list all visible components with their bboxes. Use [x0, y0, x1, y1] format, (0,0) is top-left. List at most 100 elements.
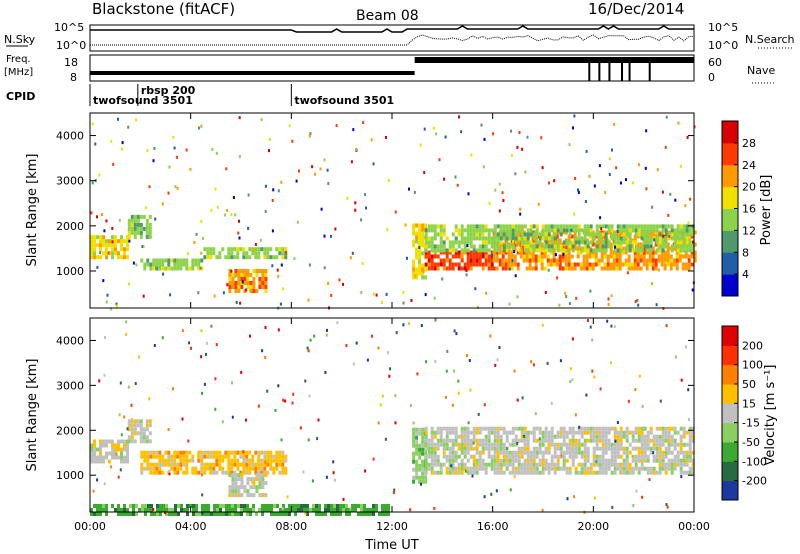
cell [120, 239, 123, 244]
cell [233, 255, 237, 260]
cell [643, 224, 647, 229]
cell [469, 438, 473, 443]
cell [442, 442, 446, 447]
cell [658, 232, 662, 237]
cell-scatter [385, 136, 387, 139]
cell-scatter [460, 130, 463, 134]
cell [508, 470, 512, 475]
cell [93, 455, 96, 460]
cell [478, 262, 482, 267]
cell-scatter [674, 198, 677, 202]
cell-scatter [276, 268, 279, 272]
cell [502, 454, 506, 459]
cell [123, 455, 126, 460]
cell [99, 439, 102, 444]
cell [634, 426, 638, 431]
cell [158, 266, 162, 271]
cell [666, 246, 670, 251]
cell-scatter [445, 248, 448, 252]
cell [658, 458, 662, 463]
cell [475, 232, 479, 237]
cell [597, 262, 601, 267]
cell [564, 258, 568, 263]
cell-scatter [495, 225, 498, 229]
cell [240, 504, 243, 508]
cell [140, 462, 144, 467]
cell [580, 434, 584, 439]
cell-scatter [394, 394, 397, 398]
cell-scatter [425, 360, 427, 364]
cell-scatter [187, 439, 190, 443]
cell [658, 236, 662, 241]
cell [130, 214, 134, 219]
cell [612, 250, 616, 255]
cell [185, 458, 189, 463]
cell [643, 438, 647, 443]
cell-scatter [593, 184, 596, 188]
cell [251, 454, 255, 459]
cell [502, 462, 506, 467]
cell [146, 454, 150, 459]
cell [140, 258, 144, 263]
cell-scatter [326, 168, 329, 172]
cell [583, 442, 587, 447]
cell-scatter [241, 480, 244, 484]
cell [487, 438, 491, 443]
cell [96, 235, 99, 240]
cell [654, 250, 658, 255]
cell [525, 258, 529, 263]
cell-scatter [355, 341, 358, 345]
cell [200, 454, 204, 459]
cell [540, 262, 544, 267]
cell [207, 512, 210, 516]
cell [145, 234, 149, 239]
cell [607, 430, 611, 435]
cell [384, 504, 387, 508]
cell [655, 454, 659, 459]
cell-scatter [107, 251, 110, 255]
cell [475, 430, 479, 435]
cell [609, 242, 613, 247]
cell [484, 426, 488, 431]
cell [164, 462, 168, 467]
cell [114, 251, 117, 256]
cell [257, 450, 261, 455]
cell [586, 430, 590, 435]
cell [318, 512, 321, 516]
cell-scatter [665, 503, 668, 506]
cell [418, 227, 422, 232]
cell [318, 504, 321, 508]
cell [144, 512, 147, 516]
cell [239, 470, 243, 475]
cell-scatter [379, 403, 382, 407]
cell [117, 251, 120, 256]
cell-scatter [510, 129, 512, 133]
cell-scatter [345, 344, 348, 347]
cell [631, 228, 635, 233]
cell [228, 508, 231, 512]
cell [272, 454, 276, 459]
cell [200, 466, 204, 471]
cell-scatter [225, 167, 228, 171]
cell [463, 438, 467, 443]
cell [556, 458, 560, 463]
cell [667, 224, 671, 229]
cell [230, 470, 234, 475]
cell [258, 477, 262, 482]
cell [442, 262, 446, 267]
cell [381, 512, 384, 516]
cell [619, 236, 623, 241]
cell [682, 442, 686, 447]
cell [514, 434, 518, 439]
cell [546, 258, 550, 263]
cell [546, 238, 550, 243]
xtick-label-0: 00:00 [74, 520, 106, 533]
cell [505, 458, 509, 463]
cell-scatter [599, 387, 602, 391]
cell [502, 426, 506, 431]
cell [684, 262, 688, 267]
cell [448, 446, 452, 451]
cell [637, 232, 641, 237]
cell [412, 459, 416, 464]
